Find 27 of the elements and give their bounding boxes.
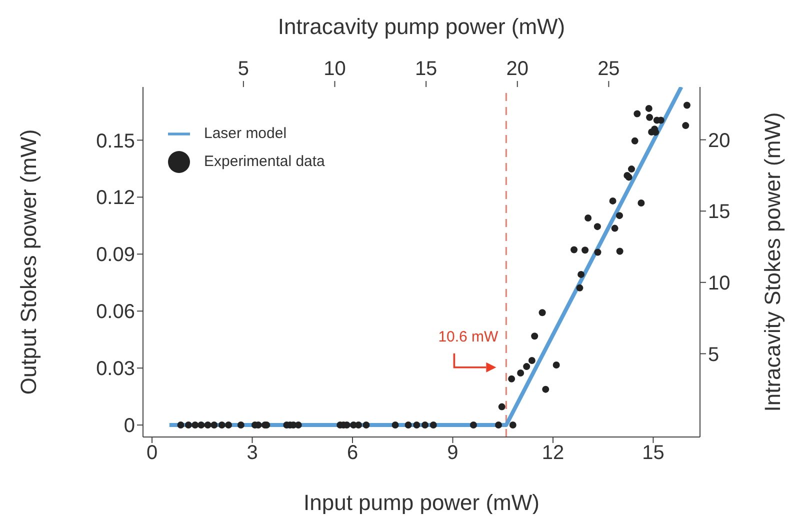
- x-tick-label: 6: [346, 442, 358, 464]
- y2-tick-label: 5: [708, 344, 720, 366]
- x2-tick-label: 5: [238, 58, 250, 80]
- x2-tick-label: 20: [506, 58, 528, 80]
- y-tick-label: 0.12: [96, 187, 135, 210]
- x2-tick-label: 10: [324, 58, 346, 80]
- y-tick-label: 0.09: [96, 244, 135, 266]
- annotation: 10.6 mW: [438, 328, 500, 346]
- x-tick-label: 15: [642, 442, 664, 464]
- x-tick-label: 12: [542, 442, 564, 464]
- y-tick-label: 0.03: [96, 358, 135, 380]
- x2-axis-title: Intracavity pump power (mW): [278, 14, 566, 39]
- y2-tick-label: 15: [708, 201, 730, 224]
- x2-tick-label: 15: [414, 58, 438, 80]
- y-axis-title: Output Stokes power (mW): [16, 129, 41, 395]
- legend-label: Laser model: [204, 125, 287, 142]
- y2-axis-title: Intracavity Stokes power (mW): [760, 112, 785, 412]
- legend-label: Experimental data: [204, 153, 325, 170]
- x-tick-label: 0: [146, 442, 158, 464]
- x-tick-label: 3: [246, 442, 258, 464]
- y-tick-label: 0.15: [96, 130, 135, 152]
- y2-tick-label: 20: [708, 130, 730, 152]
- x2-tick-label: 25: [598, 58, 620, 80]
- y2-tick-label: 10: [708, 272, 730, 294]
- x-tick-label: 9: [447, 442, 458, 464]
- y-tick-label: 0.06: [96, 301, 135, 324]
- y-tick-label: 0: [124, 415, 135, 438]
